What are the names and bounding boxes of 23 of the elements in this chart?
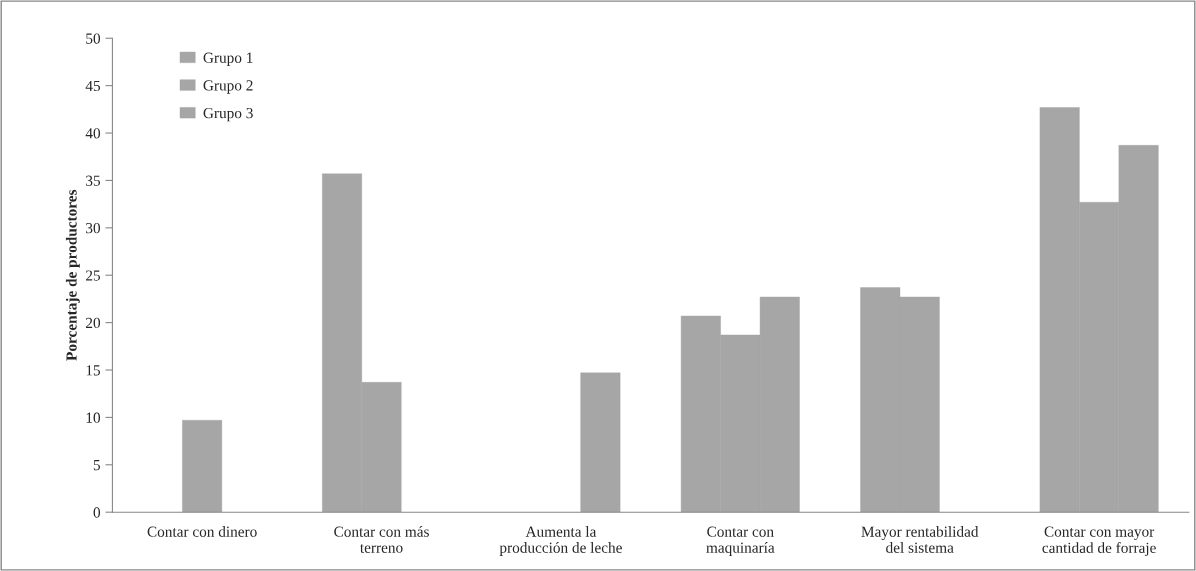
y-tick-label: 15: [86, 365, 101, 376]
y-tick-label: 20: [86, 317, 101, 329]
x-tick-label: Aumenta la producción de leche: [499, 526, 622, 556]
y-tick-label: 10: [86, 412, 101, 423]
y-tick-label: 25: [86, 270, 101, 281]
y-tick-label: 50: [86, 33, 101, 44]
y-tick-label: 45: [85, 80, 101, 92]
x-tick-label: Contar con más terreno: [334, 526, 429, 553]
y-tick-label: 0: [93, 507, 101, 518]
x-tick-label: Mayor rentabilidad del sistema: [861, 526, 979, 553]
bar: [580, 372, 621, 513]
bar: [182, 420, 223, 513]
y-tick-label: 35: [86, 175, 101, 186]
legend-label: Grupo 1: [203, 52, 253, 66]
legend-label: Grupo 3: [203, 107, 253, 122]
y-tick-label: 30: [86, 222, 101, 234]
legend-label: Grupo 2: [203, 80, 253, 94]
y-tick-label: 40: [85, 128, 101, 139]
y-axis-title: Porcentaje de productores: [65, 189, 80, 361]
x-tick-label: Contar con mayor cantidad de forraje: [1042, 526, 1156, 557]
x-tick-label: Contar con maquinaría: [706, 526, 775, 556]
x-tick-label: Contar con dinero: [147, 526, 257, 537]
y-tick-label: 5: [93, 460, 101, 471]
